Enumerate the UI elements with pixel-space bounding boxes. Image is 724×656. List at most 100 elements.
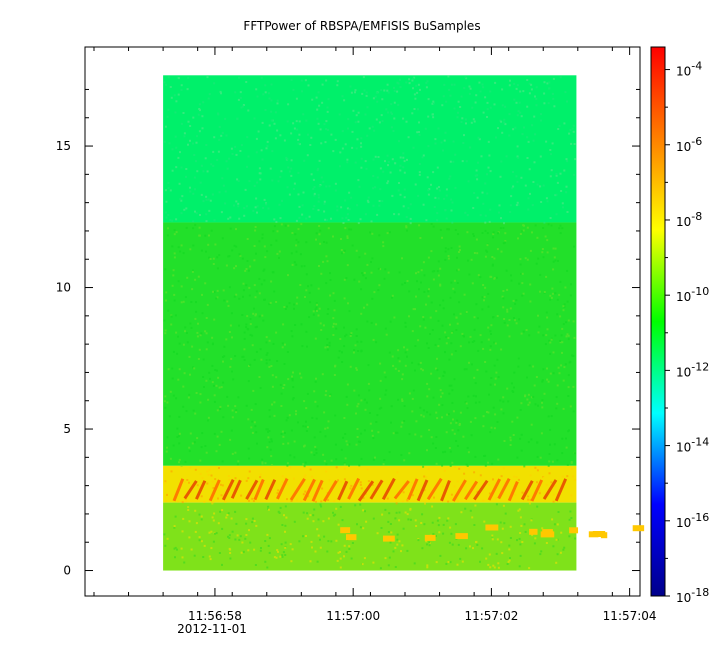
chorus-streak [464, 480, 479, 501]
texture-pixel [264, 540, 267, 542]
texture-pixel [526, 398, 529, 401]
texture-pixel [335, 466, 338, 469]
texture-pixel [315, 417, 318, 420]
texture-pixel [163, 400, 166, 403]
texture-pixel [210, 530, 213, 533]
texture-pixel [449, 296, 452, 299]
texture-pixel [346, 161, 349, 164]
texture-pixel [503, 440, 506, 442]
texture-pixel [205, 317, 208, 319]
texture-pixel [258, 277, 261, 280]
texture-pixel [537, 314, 539, 317]
texture-pixel [546, 328, 549, 331]
texture-pixel [332, 511, 334, 514]
texture-pixel [497, 458, 500, 461]
texture-pixel [546, 200, 549, 203]
texture-pixel [225, 516, 228, 519]
texture-pixel [300, 323, 303, 326]
texture-pixel [356, 405, 359, 408]
texture-pixel [445, 342, 448, 345]
texture-pixel [258, 172, 261, 175]
texture-pixel [384, 508, 387, 511]
texture-pixel [199, 214, 201, 216]
texture-pixel [445, 100, 448, 103]
texture-pixel [489, 330, 492, 333]
texture-pixel [543, 92, 546, 95]
texture-pixel [414, 97, 417, 100]
texture-pixel [281, 199, 283, 202]
texture-pixel [254, 226, 257, 228]
texture-pixel [490, 324, 493, 327]
texture-pixel [404, 511, 407, 514]
texture-pixel [357, 440, 360, 443]
texture-pixel [259, 387, 262, 389]
texture-pixel [422, 261, 425, 264]
texture-pixel [532, 181, 535, 183]
texture-pixel [235, 409, 238, 412]
texture-pixel [202, 376, 205, 378]
texture-pixel [275, 220, 278, 223]
texture-pixel [343, 99, 346, 102]
texture-pixel [475, 540, 478, 543]
texture-pixel [499, 399, 502, 402]
texture-pixel [178, 342, 181, 345]
texture-pixel [169, 219, 172, 222]
texture-pixel [295, 302, 298, 305]
texture-pixel [477, 349, 480, 352]
texture-pixel [209, 199, 212, 202]
texture-pixel [541, 399, 544, 402]
texture-pixel [313, 192, 316, 195]
texture-pixel [229, 216, 232, 219]
texture-pixel [409, 203, 412, 206]
texture-pixel [380, 527, 383, 529]
texture-pixel [484, 182, 487, 185]
texture-pixel [522, 292, 525, 295]
texture-pixel [532, 139, 535, 142]
texture-pixel [417, 271, 420, 274]
texture-pixel [202, 556, 205, 558]
texture-pixel [329, 393, 332, 396]
texture-pixel [320, 505, 323, 508]
texture-pixel [351, 146, 354, 149]
texture-pixel [487, 292, 490, 295]
texture-pixel [566, 269, 569, 272]
colorbar-tick-label: 10-8 [676, 210, 702, 229]
texture-pixel [284, 541, 287, 544]
texture-pixel [185, 410, 188, 413]
texture-pixel [420, 367, 423, 370]
texture-pixel [302, 113, 305, 116]
colorbar-tick-exp: -4 [691, 60, 702, 73]
texture-pixel [193, 176, 196, 179]
texture-pixel [350, 228, 353, 231]
texture-pixel [487, 411, 490, 414]
texture-pixel [418, 121, 420, 124]
texture-pixel [377, 431, 380, 434]
texture-pixel [417, 83, 420, 86]
texture-pixel [346, 383, 349, 386]
texture-pixel [316, 108, 319, 111]
lower-patch [529, 528, 538, 535]
texture-pixel [447, 500, 450, 503]
texture-pixel [193, 441, 196, 444]
texture-pixel [555, 173, 558, 176]
texture-pixel [485, 370, 488, 373]
texture-pixel [183, 208, 186, 211]
texture-pixel [486, 232, 489, 235]
texture-pixel [480, 341, 483, 344]
texture-pixel [406, 513, 409, 516]
texture-pixel [255, 350, 258, 353]
texture-pixel [371, 297, 374, 300]
texture-pixel [270, 464, 273, 466]
texture-pixel [198, 348, 201, 351]
texture-pixel [325, 390, 328, 393]
texture-pixel [248, 470, 251, 473]
texture-pixel [309, 514, 312, 517]
texture-pixel [273, 290, 276, 293]
texture-pixel [234, 145, 237, 148]
texture-pixel [277, 489, 280, 492]
texture-pixel [486, 411, 488, 413]
texture-pixel [550, 296, 553, 299]
texture-pixel [326, 348, 329, 351]
spectrogram-band [163, 75, 577, 223]
texture-pixel [414, 369, 416, 372]
